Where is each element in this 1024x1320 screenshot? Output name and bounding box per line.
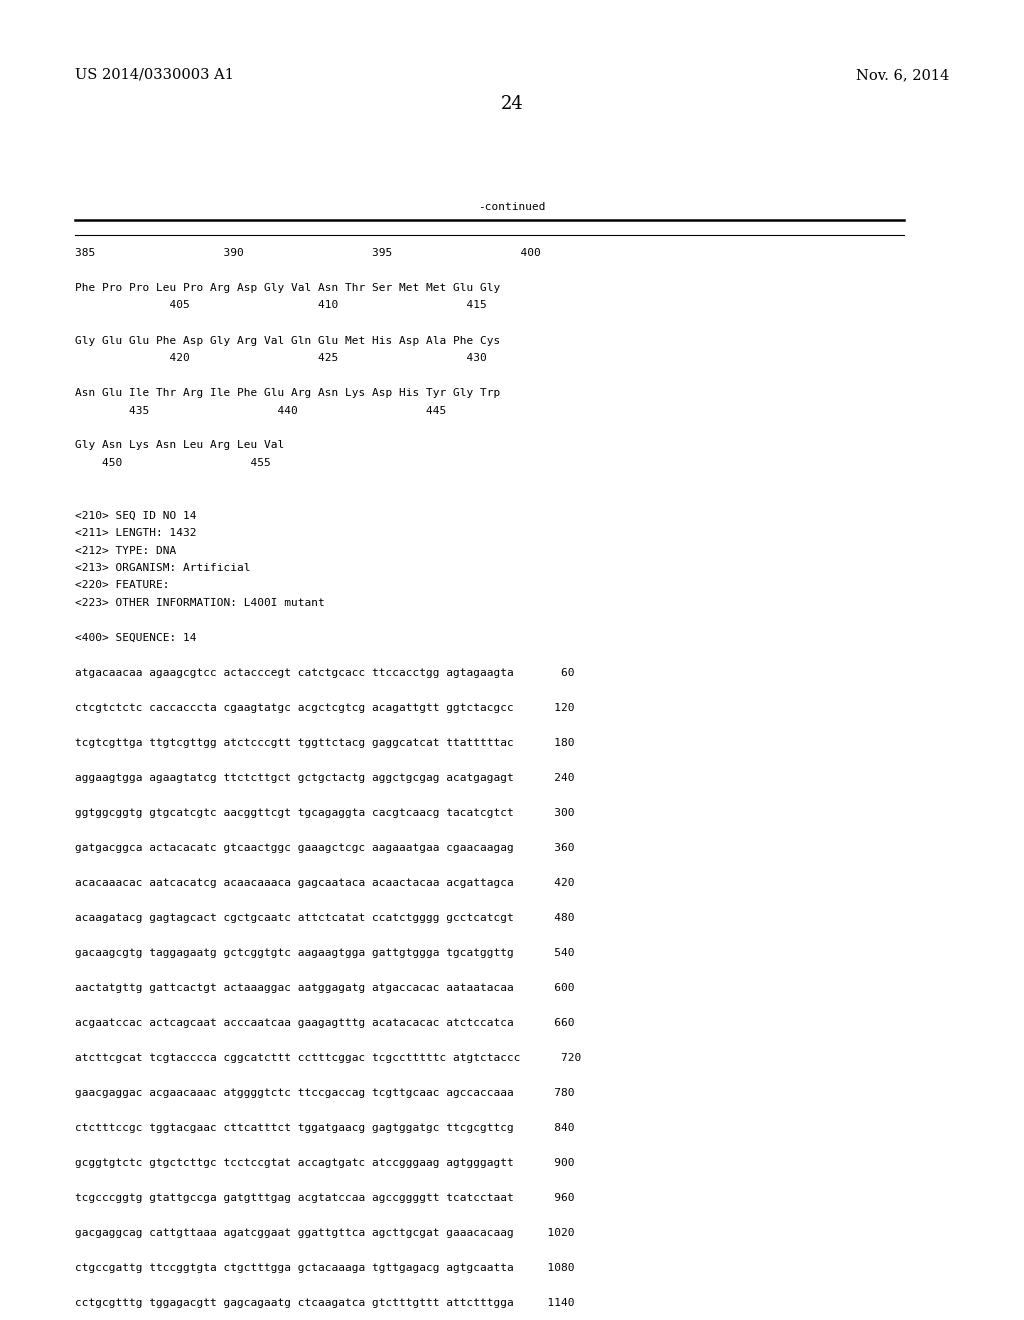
Text: <400> SEQUENCE: 14: <400> SEQUENCE: 14 [75,634,197,643]
Text: ctgccgattg ttccggtgta ctgctttgga gctacaaaga tgttgagacg agtgcaatta     1080: ctgccgattg ttccggtgta ctgctttgga gctacaa… [75,1263,574,1272]
Text: tcgcccggtg gtattgccga gatgtttgag acgtatccaa agccggggtt tcatcctaat      960: tcgcccggtg gtattgccga gatgtttgag acgtatc… [75,1193,574,1203]
Text: Gly Asn Lys Asn Leu Arg Leu Val: Gly Asn Lys Asn Leu Arg Leu Val [75,441,285,450]
Text: -continued: -continued [478,202,546,213]
Text: Phe Pro Pro Leu Pro Arg Asp Gly Val Asn Thr Ser Met Met Glu Gly: Phe Pro Pro Leu Pro Arg Asp Gly Val Asn … [75,282,501,293]
Text: aggaagtgga agaagtatcg ttctcttgct gctgctactg aggctgcgag acatgagagt      240: aggaagtgga agaagtatcg ttctcttgct gctgcta… [75,774,574,783]
Text: acacaaacac aatcacatcg acaacaaaca gagcaataca acaactacaa acgattagca      420: acacaaacac aatcacatcg acaacaaaca gagcaat… [75,878,574,888]
Text: gcggtgtctc gtgctcttgc tcctccgtat accagtgatc atccgggaag agtgggagtt      900: gcggtgtctc gtgctcttgc tcctccgtat accagtg… [75,1158,574,1168]
Text: <210> SEQ ID NO 14: <210> SEQ ID NO 14 [75,511,197,520]
Text: 435                   440                   445: 435 440 445 [75,405,446,416]
Text: gacgaggcag cattgttaaa agatcggaat ggattgttca agcttgcgat gaaacacaag     1020: gacgaggcag cattgttaaa agatcggaat ggattgt… [75,1228,574,1238]
Text: acaagatacg gagtagcact cgctgcaatc attctcatat ccatctgggg gcctcatcgt      480: acaagatacg gagtagcact cgctgcaatc attctca… [75,913,574,923]
Text: <213> ORGANISM: Artificial: <213> ORGANISM: Artificial [75,564,251,573]
Text: 405                   410                   415: 405 410 415 [75,301,486,310]
Text: 385                   390                   395                   400: 385 390 395 400 [75,248,541,257]
Text: ctcgtctctc caccacccta cgaagtatgc acgctcgtcg acagattgtt ggtctacgcc      120: ctcgtctctc caccacccta cgaagtatgc acgctcg… [75,704,574,713]
Text: Gly Glu Glu Phe Asp Gly Arg Val Gln Glu Met His Asp Ala Phe Cys: Gly Glu Glu Phe Asp Gly Arg Val Gln Glu … [75,335,501,346]
Text: gaacgaggac acgaacaaac atggggtctc ttccgaccag tcgttgcaac agccaccaaa      780: gaacgaggac acgaacaaac atggggtctc ttccgac… [75,1088,574,1098]
Text: gacaagcgtg taggagaatg gctcggtgtc aagaagtgga gattgtggga tgcatggttg      540: gacaagcgtg taggagaatg gctcggtgtc aagaagt… [75,948,574,958]
Text: atcttcgcat tcgtacccca cggcatcttt cctttcggac tcgcctttttc atgtctaccc      720: atcttcgcat tcgtacccca cggcatcttt cctttcg… [75,1053,582,1063]
Text: acgaatccac actcagcaat acccaatcaa gaagagtttg acatacacac atctccatca      660: acgaatccac actcagcaat acccaatcaa gaagagt… [75,1018,574,1028]
Text: <220> FEATURE:: <220> FEATURE: [75,581,170,590]
Text: 24: 24 [501,95,523,114]
Text: ggtggcggtg gtgcatcgtc aacggttcgt tgcagaggta cacgtcaacg tacatcgtct      300: ggtggcggtg gtgcatcgtc aacggttcgt tgcagag… [75,808,574,818]
Text: atgacaacaa agaagcgtcc actacccegt catctgcacc ttccacctgg agtagaagta       60: atgacaacaa agaagcgtcc actacccegt catctgc… [75,668,574,678]
Text: ctctttccgc tggtacgaac cttcatttct tggatgaacg gagtggatgc ttcgcgttcg      840: ctctttccgc tggtacgaac cttcatttct tggatga… [75,1123,574,1133]
Text: Nov. 6, 2014: Nov. 6, 2014 [856,69,949,82]
Text: <211> LENGTH: 1432: <211> LENGTH: 1432 [75,528,197,539]
Text: Asn Glu Ile Thr Arg Ile Phe Glu Arg Asn Lys Asp His Tyr Gly Trp: Asn Glu Ile Thr Arg Ile Phe Glu Arg Asn … [75,388,501,399]
Text: <223> OTHER INFORMATION: L400I mutant: <223> OTHER INFORMATION: L400I mutant [75,598,325,609]
Text: gatgacggca actacacatc gtcaactggc gaaagctcgc aagaaatgaa cgaacaagag      360: gatgacggca actacacatc gtcaactggc gaaagct… [75,843,574,853]
Text: US 2014/0330003 A1: US 2014/0330003 A1 [75,69,233,82]
Text: tcgtcgttga ttgtcgttgg atctcccgtt tggttctacg gaggcatcat ttatttttac      180: tcgtcgttga ttgtcgttgg atctcccgtt tggttct… [75,738,574,748]
Text: 450                   455: 450 455 [75,458,270,469]
Text: cctgcgtttg tggagacgtt gagcagaatg ctcaagatca gtctttgttt attctttgga     1140: cctgcgtttg tggagacgtt gagcagaatg ctcaaga… [75,1298,574,1308]
Text: 420                   425                   430: 420 425 430 [75,352,486,363]
Text: aactatgttg gattcactgt actaaaggac aatggagatg atgaccacac aataatacaa      600: aactatgttg gattcactgt actaaaggac aatggag… [75,983,574,993]
Text: <212> TYPE: DNA: <212> TYPE: DNA [75,545,176,556]
